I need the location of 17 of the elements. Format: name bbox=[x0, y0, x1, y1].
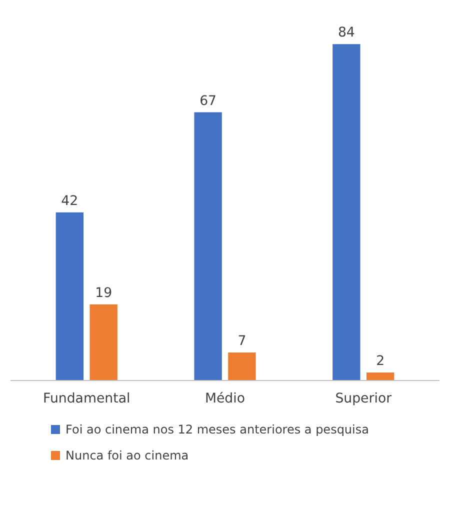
x-tick-label: Médio bbox=[204, 392, 246, 406]
bar bbox=[90, 304, 118, 380]
bar bbox=[56, 212, 84, 380]
bar bbox=[366, 372, 394, 380]
data-label: 7 bbox=[238, 334, 246, 350]
data-label: 2 bbox=[376, 354, 385, 370]
legend-label: Nunca foi ao cinema bbox=[66, 448, 189, 462]
bar bbox=[228, 352, 256, 380]
x-tick-label: Fundamental bbox=[43, 392, 130, 406]
data-label: 84 bbox=[338, 26, 355, 41]
bar bbox=[332, 44, 360, 380]
data-label: 42 bbox=[61, 194, 78, 209]
data-label: 19 bbox=[95, 286, 112, 302]
bar bbox=[194, 112, 222, 380]
data-label: 67 bbox=[200, 94, 217, 109]
legend-label: Foi ao cinema nos 12 meses anteriores a pesquisa bbox=[66, 422, 369, 436]
x-tick-label: Superior bbox=[335, 392, 392, 406]
